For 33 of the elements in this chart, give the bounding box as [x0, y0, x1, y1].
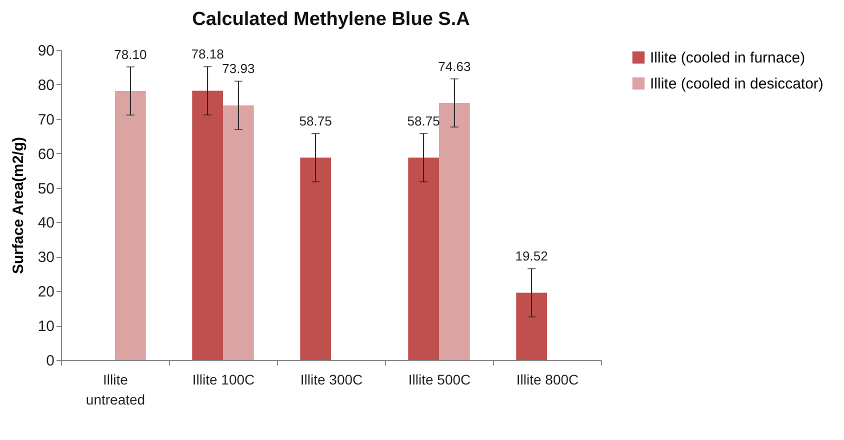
y-tick-label: 50 — [38, 180, 54, 198]
y-axis-title: Surface Area(m2/g) — [10, 137, 27, 274]
bar — [192, 90, 223, 360]
x-tick-label: Illite 800C — [516, 372, 579, 388]
bar — [223, 105, 254, 360]
y-tick-label: 0 — [46, 352, 54, 370]
x-tick-label: Illite 300C — [300, 372, 363, 388]
data-label: 19.52 — [515, 248, 548, 264]
legend-label: Illite (cooled in furnace) — [650, 50, 806, 66]
y-tick-label: 20 — [38, 284, 54, 301]
bar — [516, 292, 547, 360]
y-tick-label: 40 — [38, 214, 54, 232]
legend-label: Illite (cooled in desiccator) — [650, 76, 824, 92]
bar — [115, 90, 146, 360]
y-tick-label: 60 — [38, 146, 54, 163]
bar — [300, 158, 331, 360]
data-label: 78.10 — [114, 46, 147, 62]
data-label: 58.75 — [299, 114, 332, 129]
data-label: 58.75 — [407, 114, 440, 129]
data-label: 74.63 — [438, 58, 471, 74]
bar — [408, 158, 439, 360]
chart-title: Calculated Methylene Blue S.A — [192, 9, 470, 30]
data-label: 78.18 — [191, 46, 224, 62]
y-tick-label: 10 — [38, 318, 54, 336]
y-tick-label: 70 — [38, 111, 54, 128]
y-tick-label: 80 — [38, 76, 54, 94]
bar — [439, 102, 470, 360]
x-tick-label: Illite untreated — [86, 372, 146, 408]
x-tick-label: Illite 100C — [192, 372, 255, 388]
x-tick-label: Illite 500C — [408, 372, 471, 388]
y-tick-label: 30 — [38, 249, 54, 266]
data-label: 73.93 — [222, 61, 255, 76]
y-tick-label: 90 — [38, 42, 54, 60]
